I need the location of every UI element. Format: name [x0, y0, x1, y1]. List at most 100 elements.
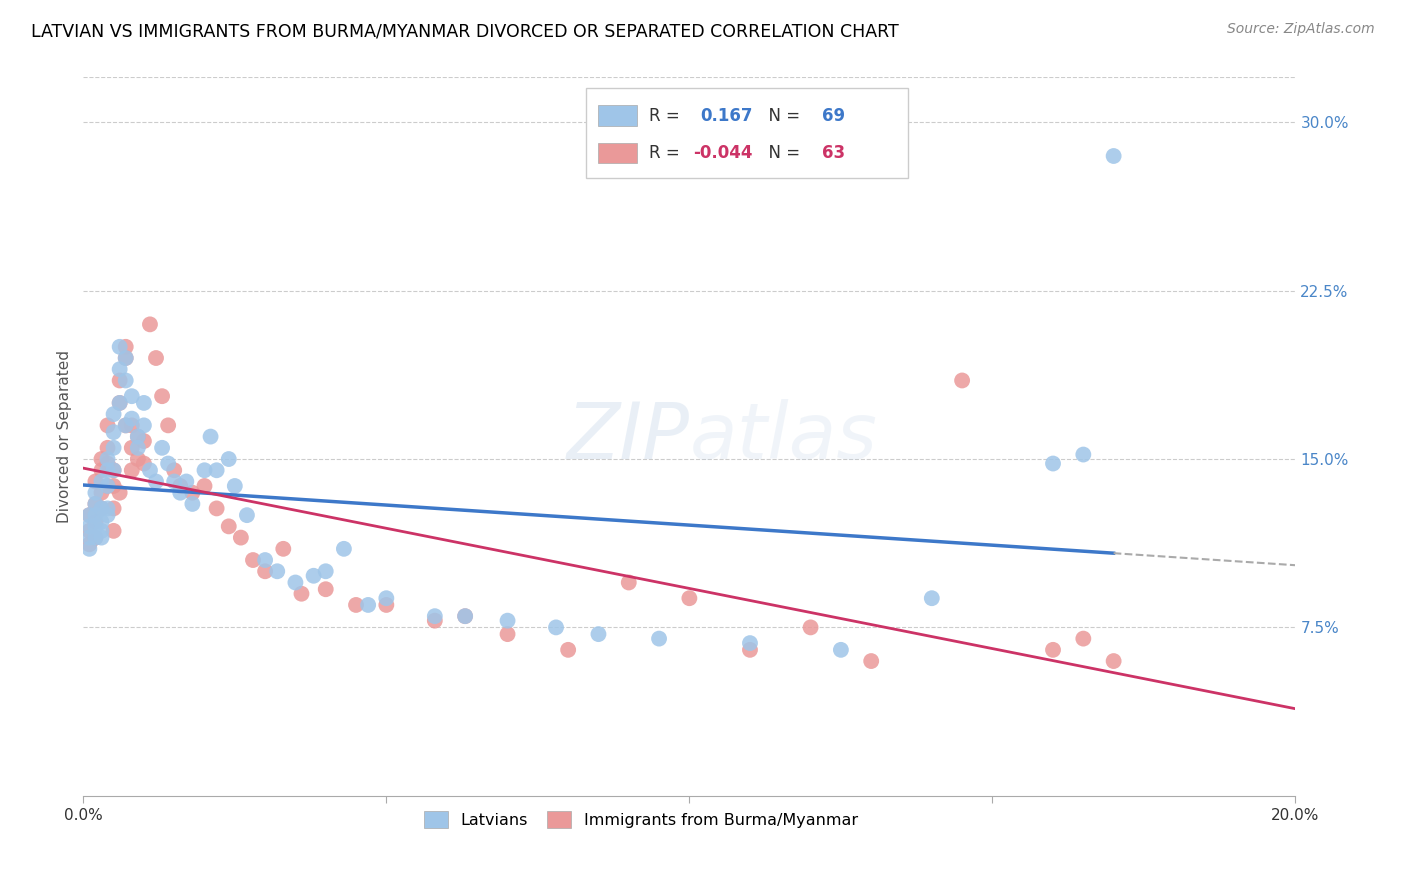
Point [79, 524, 101, 538]
Point [205, 463, 228, 477]
Point [90, 452, 112, 467]
Point [218, 452, 240, 467]
Point [617, 575, 640, 590]
Point [218, 519, 240, 533]
Point [132, 396, 155, 410]
Point [496, 627, 519, 641]
Point [193, 463, 215, 477]
Text: R =: R = [650, 144, 685, 161]
Point [90, 501, 112, 516]
Point [454, 609, 477, 624]
Point [163, 463, 186, 477]
Text: 69: 69 [821, 106, 845, 125]
Point [84, 475, 107, 489]
Point [103, 463, 125, 477]
Point [266, 564, 288, 578]
Point [90, 475, 112, 489]
Point [375, 598, 398, 612]
Point [557, 643, 579, 657]
Point [96, 441, 118, 455]
Text: N =: N = [758, 144, 806, 161]
Point [150, 389, 173, 403]
Point [284, 575, 307, 590]
Point [114, 418, 136, 433]
Point [103, 463, 125, 477]
Point [114, 374, 136, 388]
Point [108, 340, 131, 354]
Point [496, 614, 519, 628]
Point [169, 479, 191, 493]
Point [1102, 654, 1125, 668]
Point [678, 591, 700, 606]
Bar [599, 143, 637, 163]
Point [139, 463, 162, 477]
Point [176, 475, 198, 489]
Point [1073, 448, 1095, 462]
Point [1073, 632, 1095, 646]
Point [242, 553, 264, 567]
Legend: Latvians, Immigrants from Burma/Myanmar: Latvians, Immigrants from Burma/Myanmar [418, 805, 865, 834]
Point [588, 627, 610, 641]
Point [315, 582, 337, 597]
Bar [586, 88, 907, 178]
Point [648, 632, 671, 646]
Point [96, 452, 118, 467]
Point [127, 441, 149, 455]
Point [79, 531, 101, 545]
Point [1042, 457, 1064, 471]
Point [860, 654, 883, 668]
Point [79, 537, 101, 551]
Point [84, 508, 107, 523]
Point [103, 425, 125, 439]
Point [108, 362, 131, 376]
Text: atlas: atlas [689, 399, 877, 475]
Point [121, 389, 143, 403]
Point [423, 614, 446, 628]
Point [150, 441, 173, 455]
Point [800, 620, 823, 634]
Point [205, 501, 228, 516]
Point [103, 441, 125, 455]
Point [229, 531, 252, 545]
Point [79, 508, 101, 523]
Point [79, 508, 101, 523]
Point [84, 515, 107, 529]
Point [90, 515, 112, 529]
Bar [599, 105, 637, 126]
Point [114, 351, 136, 365]
Point [103, 479, 125, 493]
Point [103, 407, 125, 421]
Point [132, 434, 155, 448]
Point [84, 497, 107, 511]
Point [90, 501, 112, 516]
Point [181, 485, 204, 500]
Text: -0.044: -0.044 [693, 144, 752, 161]
Point [121, 463, 143, 477]
Point [132, 457, 155, 471]
Point [830, 643, 852, 657]
Point [127, 429, 149, 443]
Point [375, 591, 398, 606]
Point [127, 452, 149, 467]
Point [315, 564, 337, 578]
Point [224, 479, 246, 493]
Point [96, 508, 118, 523]
Point [290, 587, 312, 601]
Point [108, 396, 131, 410]
Point [236, 508, 259, 523]
Point [738, 636, 761, 650]
Point [271, 541, 294, 556]
Point [921, 591, 943, 606]
Point [84, 519, 107, 533]
Point [79, 541, 101, 556]
Point [145, 351, 167, 365]
Text: 0.167: 0.167 [700, 106, 752, 125]
Point [114, 351, 136, 365]
Point [423, 609, 446, 624]
Point [108, 485, 131, 500]
Text: N =: N = [758, 106, 806, 125]
Point [254, 553, 277, 567]
Point [254, 564, 277, 578]
Point [84, 531, 107, 545]
Point [103, 524, 125, 538]
